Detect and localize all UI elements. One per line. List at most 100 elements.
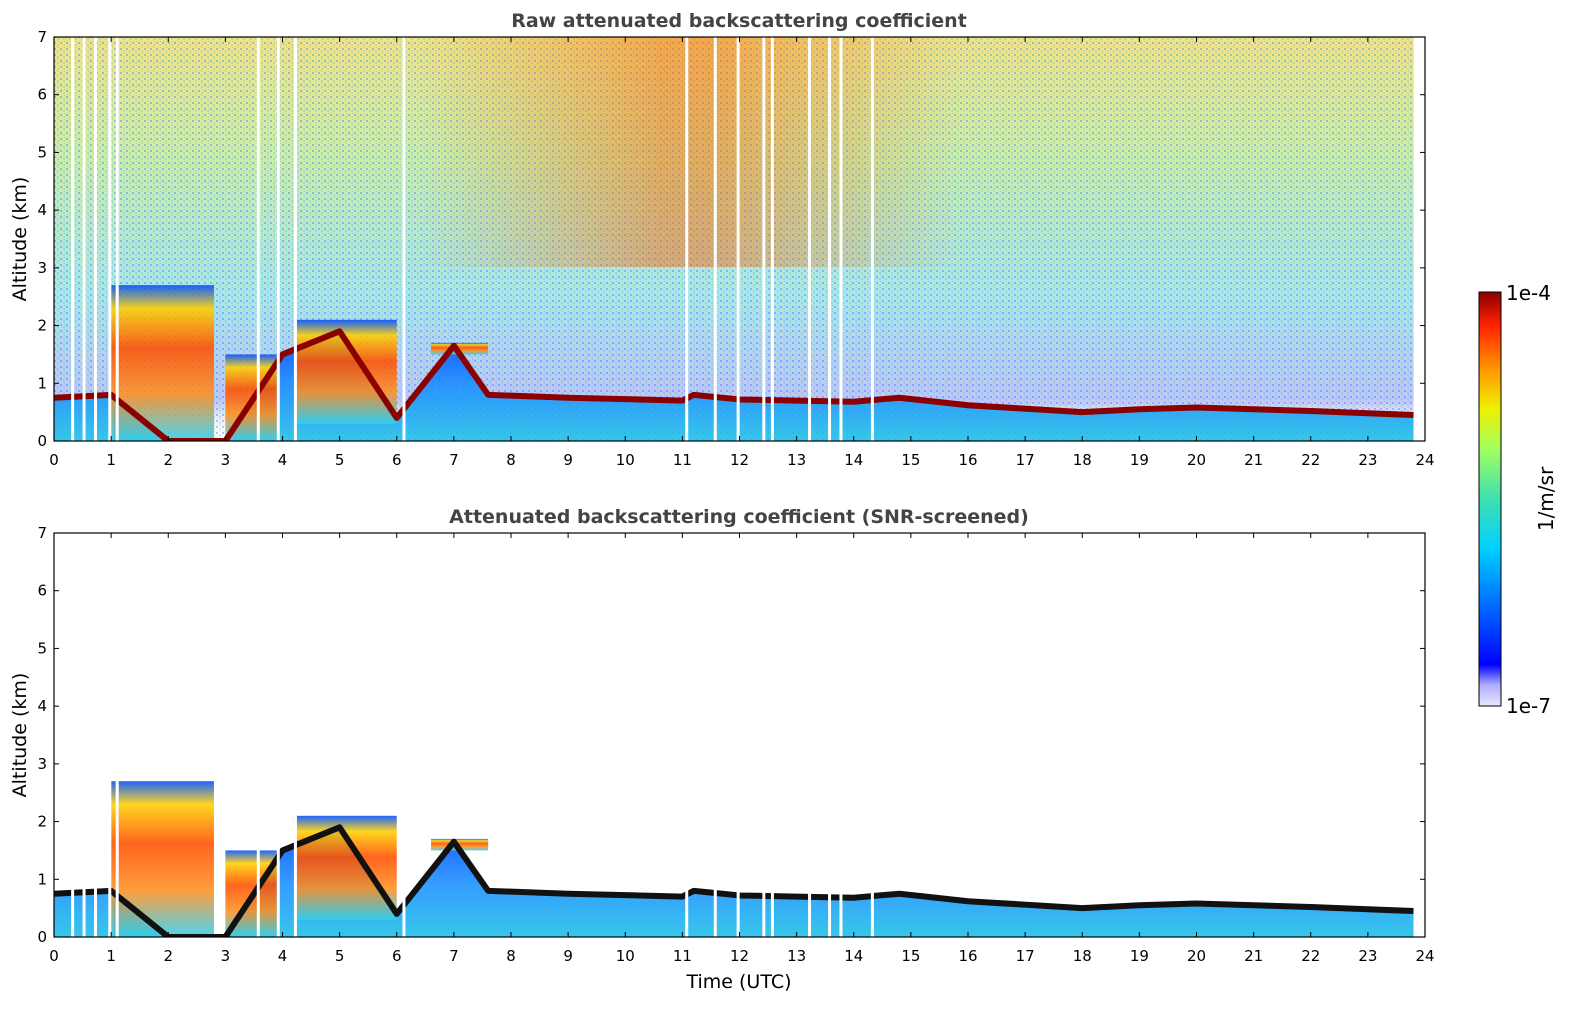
data-gap	[71, 533, 75, 937]
x-tick-label: 6	[392, 947, 402, 965]
chart-title: Attenuated backscattering coefficient (S…	[449, 506, 1029, 528]
x-tick-label: 12	[730, 451, 749, 469]
y-tick-label: 7	[37, 28, 47, 46]
data-gap	[839, 37, 843, 441]
y-axis-label: Altitude (km)	[9, 177, 31, 302]
cloud-layer	[111, 781, 214, 937]
x-tick-label: 23	[1358, 451, 1377, 469]
x-tick-label: 24	[1415, 947, 1434, 965]
raw-backscatter-panel: Raw attenuated backscattering coefficien…	[9, 10, 1435, 469]
chart-title: Raw attenuated backscattering coefficien…	[511, 10, 967, 32]
x-tick-label: 2	[163, 947, 173, 965]
x-axis: 0 1 2 3 4 5 6 7 8 9 10 11 12 13 14 15 16 17 18 19 20 21 22 23 24	[49, 533, 1435, 965]
x-tick-label: 9	[563, 451, 573, 469]
x-tick-label: 19	[1130, 451, 1149, 469]
data-gap	[685, 37, 689, 441]
y-tick-label: 6	[37, 86, 47, 104]
y-tick-label: 4	[37, 201, 47, 219]
x-tick-label: 13	[787, 947, 806, 965]
colorbar-unit-label: 1/m/sr	[1534, 466, 1558, 531]
data-gap	[870, 37, 874, 441]
x-tick-label: 8	[506, 947, 516, 965]
colorbar-max-label: 1e-4	[1506, 281, 1551, 305]
data-gap	[256, 37, 260, 441]
x-tick-label: 24	[1415, 451, 1434, 469]
y-tick-label: 1	[37, 870, 47, 888]
y-tick-label: 3	[37, 755, 47, 773]
x-tick-label: 17	[1016, 451, 1035, 469]
x-axis-label: Time (UTC)	[685, 971, 791, 993]
x-tick-label: 13	[787, 451, 806, 469]
x-tick-label: 0	[49, 947, 59, 965]
x-tick-label: 4	[278, 947, 288, 965]
no-data-region	[1413, 533, 1425, 937]
data-gap	[71, 37, 75, 441]
data-gap	[828, 533, 832, 937]
data-gap	[685, 533, 689, 937]
data-gap	[713, 533, 717, 937]
y-tick-label: 5	[37, 143, 47, 161]
y-axis-label: Altitude (km)	[9, 673, 31, 798]
y-tick-label: 6	[37, 582, 47, 600]
x-tick-label: 6	[392, 451, 402, 469]
x-tick-label: 12	[730, 947, 749, 965]
x-tick-label: 21	[1244, 451, 1263, 469]
data-gap	[115, 533, 119, 937]
data-gap	[402, 533, 406, 937]
x-tick-label: 4	[278, 451, 288, 469]
data-gap	[762, 37, 766, 441]
y-tick-label: 2	[37, 317, 47, 335]
data-gaps	[71, 37, 874, 441]
x-tick-label: 22	[1301, 947, 1320, 965]
colorbar-gradient	[1478, 291, 1502, 707]
data-gap	[115, 37, 119, 441]
y-tick-label: 2	[37, 813, 47, 831]
x-tick-label: 22	[1301, 451, 1320, 469]
data-gap	[276, 533, 280, 937]
y-tick-label: 1	[37, 374, 47, 392]
data-gap	[82, 37, 86, 441]
x-tick-label: 19	[1130, 947, 1149, 965]
data-gap	[93, 37, 97, 441]
x-tick-label: 14	[844, 451, 863, 469]
data-gap	[762, 533, 766, 937]
x-tick-label: 15	[901, 947, 920, 965]
y-tick-label: 7	[37, 524, 47, 542]
y-tick-label: 5	[37, 639, 47, 657]
y-tick-label: 0	[37, 432, 47, 450]
x-tick-label: 10	[616, 947, 635, 965]
x-tick-label: 7	[449, 947, 459, 965]
x-tick-label: 17	[1016, 947, 1035, 965]
data-gap	[839, 533, 843, 937]
data-gap	[108, 37, 112, 441]
x-tick-label: 16	[958, 451, 977, 469]
y-axis: 0 1 2 3 4 5 6 7	[37, 28, 1425, 450]
data-gap	[828, 37, 832, 441]
cloud-layer	[111, 285, 214, 441]
data-gap	[808, 533, 812, 937]
y-tick-label: 4	[37, 697, 47, 715]
data-gap	[276, 37, 280, 441]
x-tick-label: 11	[673, 451, 692, 469]
x-tick-label: 11	[673, 947, 692, 965]
x-tick-label: 5	[335, 451, 345, 469]
data-gap	[870, 533, 874, 937]
x-tick-label: 2	[163, 451, 173, 469]
high-noise-region	[420, 37, 960, 267]
x-tick-label: 15	[901, 451, 920, 469]
data-gap	[770, 533, 774, 937]
cloud-layer	[431, 342, 489, 355]
screened-backscatter-panel: Attenuated backscattering coefficient (S…	[9, 506, 1435, 993]
x-tick-label: 8	[506, 451, 516, 469]
data-gap	[402, 37, 406, 441]
x-tick-label: 20	[1187, 451, 1206, 469]
colorbar: 1e-4 1e-7 1/m/sr	[1478, 281, 1558, 718]
data-gap	[108, 533, 112, 937]
data-gaps	[71, 533, 874, 937]
data-gap	[293, 533, 297, 937]
x-tick-label: 5	[335, 947, 345, 965]
colorbar-min-label: 1e-7	[1506, 694, 1551, 718]
x-tick-label: 18	[1073, 451, 1092, 469]
x-axis: 0 1 2 3 4 5 6 7 8 9 10 11 12 13 14 15 16 17 18 19 20 21 22 23 24	[49, 37, 1435, 469]
